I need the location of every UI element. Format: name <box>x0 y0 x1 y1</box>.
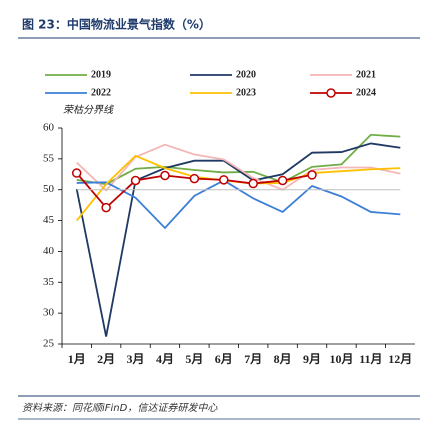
y-tick-label: 25 <box>43 338 55 350</box>
point <box>277 175 288 186</box>
y-tick-label: 55 <box>43 152 55 164</box>
x-tick-label: 10月 <box>329 352 353 366</box>
point <box>160 170 170 181</box>
point <box>219 175 229 185</box>
legend-label: 2022 <box>91 87 111 98</box>
legend-label: 2021 <box>356 69 376 80</box>
point <box>307 170 317 180</box>
y-tick-label: 35 <box>43 276 55 288</box>
x-tick-label: 9月 <box>303 352 321 366</box>
y-tick-label: 50 <box>43 183 55 195</box>
point <box>71 168 82 178</box>
point <box>130 175 141 186</box>
x-tick-label: 2月 <box>97 352 115 366</box>
point <box>189 173 200 184</box>
chart-title: 图 23：中国物流业景气指数（%） <box>22 17 211 32</box>
point <box>248 178 258 189</box>
point <box>101 202 111 213</box>
y-tick-label: 45 <box>43 214 55 226</box>
y-tick-label: 30 <box>43 307 55 319</box>
legend-label: 2020 <box>236 69 256 80</box>
x-tick-label: 3月 <box>127 352 145 366</box>
legend-label: 2024 <box>356 87 376 98</box>
series-line <box>76 133 401 186</box>
x-tick-label: 4月 <box>156 352 174 366</box>
x-tick-label: 11月 <box>359 352 382 366</box>
series-line <box>75 142 401 337</box>
series-line <box>76 179 401 230</box>
series-line <box>76 143 401 192</box>
x-tick-label: 1月 <box>68 352 86 366</box>
source: 资料来源：同花顺iFinD，信达证券研发中心 <box>22 402 218 414</box>
y-tick-label: 60 <box>43 122 55 134</box>
x-tick-label: 12月 <box>388 352 412 366</box>
x-tick-label: 5月 <box>185 352 203 366</box>
legend-label: 2019 <box>91 69 111 80</box>
x-tick-label: 7月 <box>244 352 262 366</box>
legend-label: 2023 <box>236 87 256 98</box>
y-tick-label: 40 <box>43 245 55 257</box>
x-tick-label: 8月 <box>274 352 292 366</box>
series-line <box>76 154 401 222</box>
legend-marker <box>326 88 336 98</box>
x-tick-label: 6月 <box>215 352 233 366</box>
legend-label: 荣枯分界线 <box>63 104 114 116</box>
